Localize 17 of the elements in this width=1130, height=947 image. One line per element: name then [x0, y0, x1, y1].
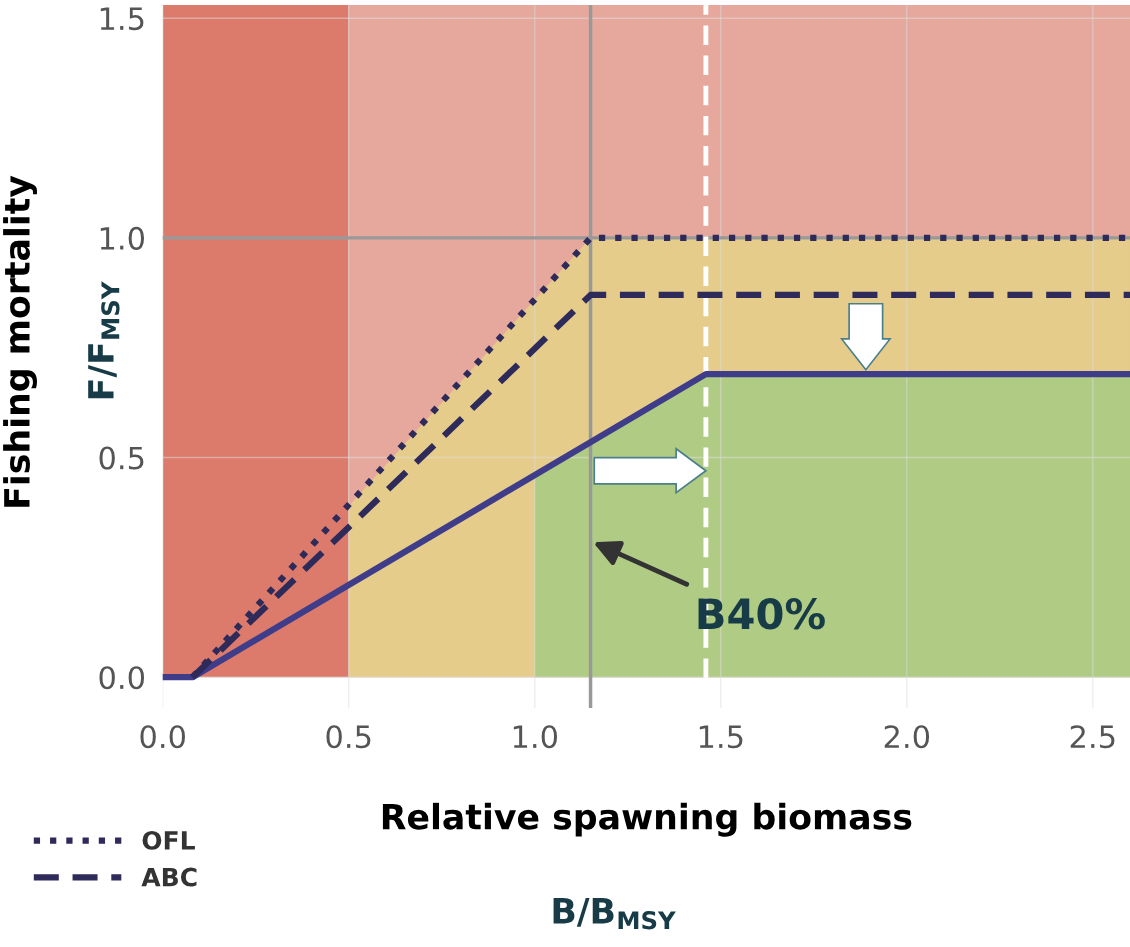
- x-tick-label: 2.0: [884, 725, 930, 749]
- y-axis-title: Fishing mortality: [3, 175, 37, 507]
- text: B/B$_{MSY}$: [553, 898, 676, 930]
- y-tick-label: 1.5: [100, 7, 144, 31]
- legend-label: ABC: [141, 867, 197, 887]
- x-tick-label: 0.0: [140, 725, 185, 749]
- y-tick-label: 0.0: [99, 666, 145, 690]
- x-tick-label: 1.0: [513, 725, 558, 749]
- text: F/F$_{MSY}$: [88, 281, 120, 399]
- x-tick-label: 2.5: [1070, 725, 1115, 749]
- x-axis-title: Relative spawning biomass: [382, 802, 912, 837]
- legend-label: OFL: [142, 830, 195, 850]
- annotation: B40%: [698, 597, 825, 630]
- y-tick-label: 0.5: [99, 446, 144, 470]
- x-tick-label: 1.5: [699, 725, 743, 749]
- x-tick-label: 0.5: [326, 725, 371, 749]
- y-tick-label: 1.0: [100, 226, 145, 250]
